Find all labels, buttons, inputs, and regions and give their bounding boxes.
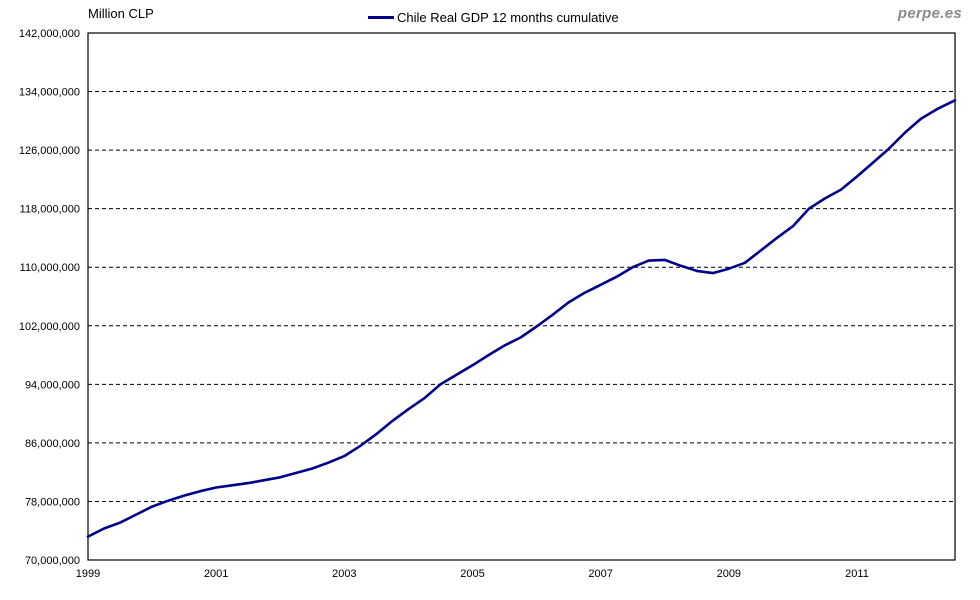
x-tick-label: 2009 [717, 568, 741, 580]
y-tick-label: 78,000,000 [25, 496, 80, 508]
y-tick-label: 70,000,000 [25, 555, 80, 567]
legend-series-label: Chile Real GDP 12 months cumulative [397, 9, 619, 25]
y-tick-label: 118,000,000 [20, 204, 80, 216]
x-axis-tick-labels: 1999 2001 2003 2005 2007 2009 2011 [76, 568, 869, 580]
legend: Chile Real GDP 12 months cumulative [368, 8, 619, 26]
y-axis-unit-label: Million CLP [88, 6, 154, 21]
gridlines [88, 91, 956, 502]
y-tick-label: 102,000,000 [19, 321, 80, 333]
y-tick-label: 86,000,000 [25, 438, 80, 450]
y-tick-label: 94,000,000 [25, 379, 80, 391]
x-tick-label: 1999 [76, 568, 100, 580]
y-tick-label: 110,000,000 [20, 262, 80, 274]
x-tick-label: 2007 [588, 568, 612, 580]
x-tick-label: 2003 [332, 568, 356, 580]
y-axis-tick-labels: 70,000,000 78,000,000 86,000,000 94,000,000… [19, 28, 80, 567]
x-tick-label: 2001 [204, 568, 228, 580]
y-tick-label: 134,000,000 [19, 87, 80, 99]
legend-line-swatch-icon [368, 15, 394, 19]
y-tick-label: 142,000,000 [19, 28, 80, 40]
gdp-series-line [86, 99, 957, 538]
x-tick-label: 2005 [460, 568, 484, 580]
watermark: perpe.es [897, 5, 962, 22]
y-tick-label: 126,000,000 [19, 145, 80, 157]
plot-border [87, 32, 956, 561]
x-tick-label: 2011 [845, 568, 869, 580]
